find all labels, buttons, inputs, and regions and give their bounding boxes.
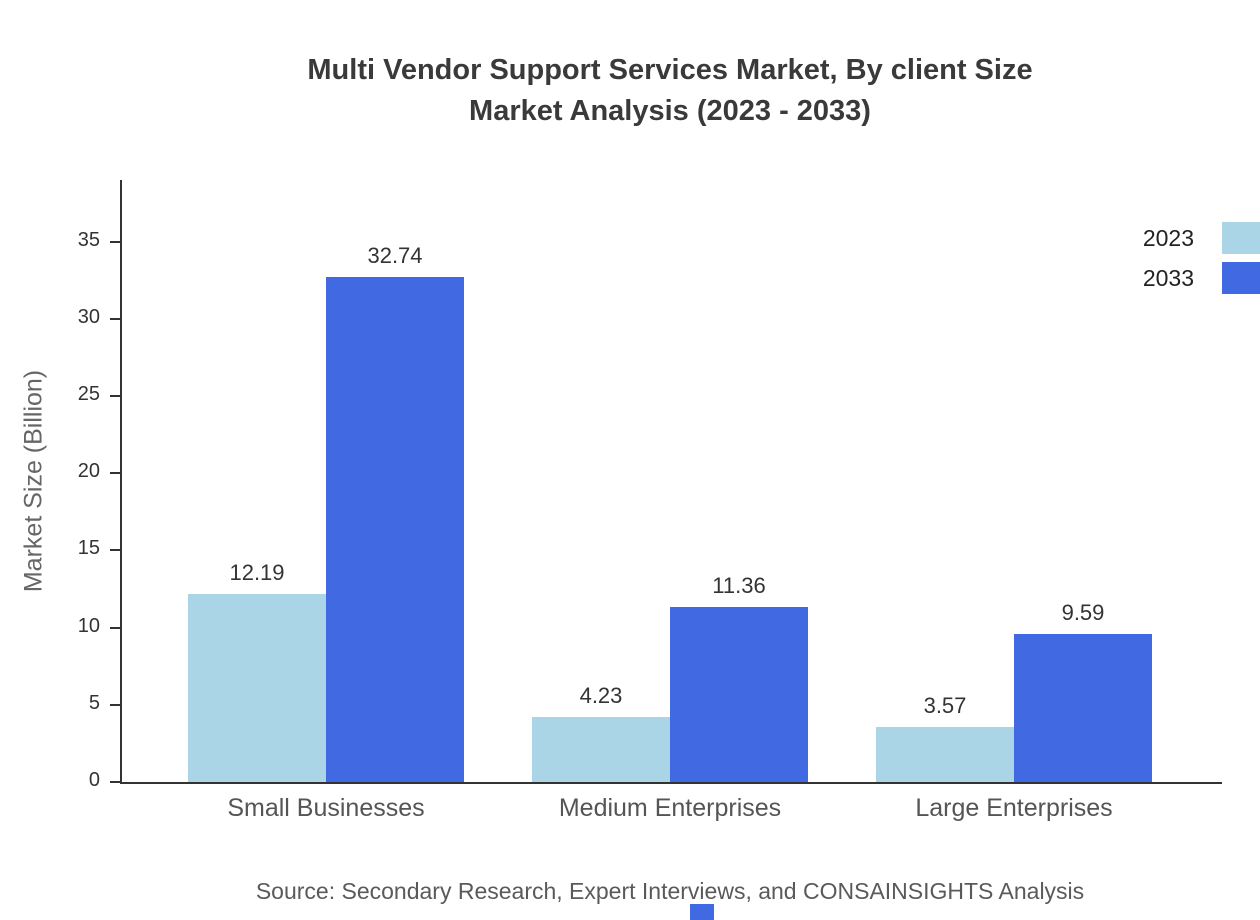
y-tick-label: 25 (77, 383, 100, 406)
legend: 2023 2033 (1040, 222, 1260, 312)
y-tick-mark (110, 703, 120, 706)
x-category-label: Small Businesses (227, 794, 425, 822)
bar-2023 (876, 726, 1014, 782)
y-tick-mark (110, 317, 120, 320)
y-tick-label: 15 (77, 537, 100, 560)
legend-item: 2023 (1143, 222, 1260, 254)
logo-watermark (690, 904, 714, 920)
bar-value-label: 9.59 (1061, 599, 1105, 625)
y-tick-label: 0 (88, 769, 100, 791)
y-tick-mark (110, 549, 120, 552)
x-category-label: Medium Enterprises (558, 794, 782, 822)
chart-title-line1: Multi Vendor Support Services Market, By… (307, 54, 1033, 86)
y-tick-label: 20 (77, 460, 100, 483)
bar-value-label: 12.19 (229, 559, 285, 585)
legend-label: 2023 (1142, 224, 1194, 251)
y-tick-label: 35 (77, 228, 100, 251)
legend-swatch (1222, 222, 1260, 254)
bar-2033 (326, 276, 464, 782)
y-tick-mark (110, 240, 120, 243)
y-tick-label: 10 (77, 614, 100, 637)
bar-value-label: 32.74 (367, 242, 423, 268)
bar-value-label: 4.23 (579, 682, 623, 708)
y-tick-mark (110, 781, 120, 783)
bar-2033 (670, 606, 808, 782)
y-tick-mark (110, 472, 120, 475)
legend-item: 2033 (1143, 262, 1260, 294)
x-category-label: Large Enterprises (915, 794, 1113, 822)
bar-value-label: 3.57 (923, 692, 967, 718)
y-tick-label: 5 (88, 691, 100, 714)
y-tick-label: 30 (77, 305, 100, 328)
y-tick-mark (110, 395, 120, 398)
plot-area (120, 180, 1222, 784)
chart-title-line2: Market Analysis (2023 - 2033) (469, 95, 871, 127)
legend-swatch (1222, 262, 1260, 294)
bar-2023 (532, 716, 670, 782)
bar-2023 (188, 593, 326, 782)
chart-title: Multi Vendor Support Services Market, By… (120, 50, 1220, 132)
bar-value-label: 11.36 (712, 572, 766, 598)
bar-2033 (1014, 633, 1152, 782)
legend-label: 2033 (1142, 264, 1194, 291)
y-tick-mark (110, 626, 120, 629)
source-note: Source: Secondary Research, Expert Inter… (255, 878, 1085, 904)
